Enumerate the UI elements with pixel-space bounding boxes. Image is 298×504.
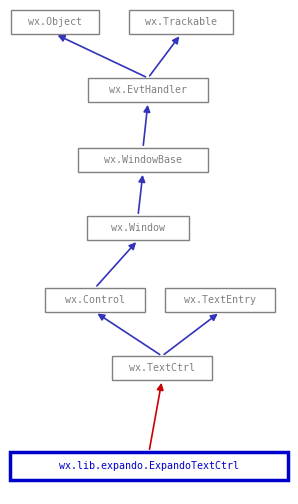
Text: wx.TextCtrl: wx.TextCtrl <box>129 363 195 373</box>
Text: wx.Window: wx.Window <box>111 223 165 233</box>
FancyBboxPatch shape <box>11 10 99 34</box>
Text: wx.WindowBase: wx.WindowBase <box>104 155 182 165</box>
FancyBboxPatch shape <box>87 216 189 240</box>
Text: wx.lib.expando.ExpandoTextCtrl: wx.lib.expando.ExpandoTextCtrl <box>59 461 239 471</box>
Text: wx.EvtHandler: wx.EvtHandler <box>109 85 187 95</box>
Text: wx.TextEntry: wx.TextEntry <box>184 295 256 305</box>
FancyBboxPatch shape <box>10 452 288 480</box>
FancyBboxPatch shape <box>165 288 275 312</box>
Text: wx.Control: wx.Control <box>65 295 125 305</box>
Text: wx.Object: wx.Object <box>28 17 82 27</box>
FancyBboxPatch shape <box>112 356 212 380</box>
FancyBboxPatch shape <box>129 10 233 34</box>
Text: wx.Trackable: wx.Trackable <box>145 17 217 27</box>
FancyBboxPatch shape <box>78 148 208 172</box>
FancyBboxPatch shape <box>88 78 208 102</box>
FancyBboxPatch shape <box>45 288 145 312</box>
